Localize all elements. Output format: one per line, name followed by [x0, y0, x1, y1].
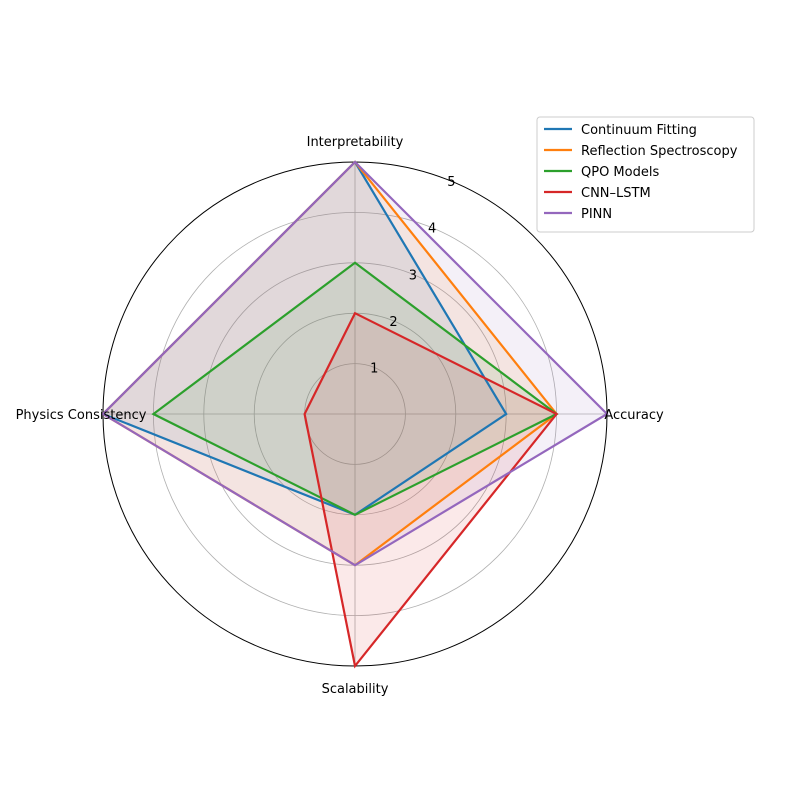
radial-tick-label: 2 [389, 315, 397, 330]
axis-label: Interpretability [307, 135, 404, 150]
series-line-2 [151, 261, 559, 517]
series-fill-0 [103, 162, 507, 515]
legend-box [536, 116, 755, 233]
radial-tick-label: 5 [447, 175, 455, 190]
series-line-4 [101, 160, 609, 567]
legend-label: Reflection Spectroscopy [581, 144, 738, 159]
legend-label: PINN [581, 207, 612, 222]
radar-series [101, 160, 609, 669]
legend-label: Continuum Fitting [581, 123, 697, 138]
series-fill-2 [153, 262, 557, 515]
series-line-3 [303, 311, 559, 669]
series-fill-3 [304, 313, 557, 666]
axis-label: Physics Consistency [16, 408, 147, 423]
series-fill-4 [103, 162, 607, 566]
radial-tick-label: 4 [428, 222, 436, 237]
axis-label: Scalability [322, 682, 389, 697]
axis-labels: Interpretability Accuracy Scalability Physi… [16, 135, 664, 697]
legend-label: CNN–LSTM [581, 186, 651, 201]
radial-tick-label: 1 [370, 361, 378, 376]
axis-label: Accuracy [604, 408, 664, 423]
legend-label: QPO Models [581, 165, 659, 180]
legend: Continuum Fitting Reflection Spectroscopy… [536, 116, 755, 233]
radial-tick-label: 3 [409, 268, 417, 283]
radial-tick-labels: 1 2 3 4 5 [370, 175, 455, 376]
